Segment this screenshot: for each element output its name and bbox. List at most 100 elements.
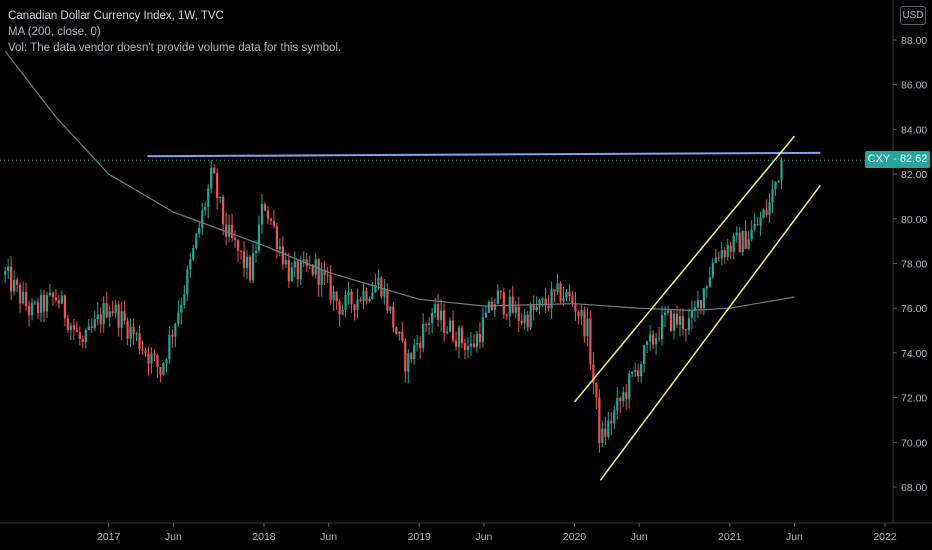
candle-down: [526, 310, 529, 332]
candle-body: [631, 371, 634, 374]
candle-body: [431, 313, 434, 324]
candle-down: [263, 202, 267, 212]
candle-body: [675, 313, 679, 325]
candle-body: [72, 325, 75, 330]
currency-button[interactable]: USD: [900, 6, 926, 25]
candle-body: [649, 334, 652, 342]
candle-body: [401, 331, 404, 341]
candle-up: [7, 258, 10, 280]
candle-down: [619, 395, 622, 414]
candle-up: [168, 326, 171, 364]
candle-down: [577, 310, 580, 325]
candle-up: [332, 285, 335, 312]
candle-up: [174, 322, 177, 348]
candle-up: [529, 302, 532, 330]
resistance-trendline: [147, 151, 821, 158]
candle-body: [457, 327, 461, 347]
candle-down: [105, 291, 108, 319]
candle-body: [138, 333, 141, 349]
candle-body: [228, 224, 231, 237]
candle-up: [320, 262, 323, 297]
candle-up: [398, 330, 401, 341]
candle-up: [254, 240, 258, 263]
candle-down: [604, 416, 607, 445]
candle-body: [463, 343, 467, 351]
candle-body: [735, 232, 738, 236]
candle-up: [245, 250, 249, 279]
candle-down: [723, 247, 726, 265]
candle-body: [24, 291, 28, 307]
candle-body: [520, 320, 523, 324]
candle-body: [505, 314, 508, 317]
candle-down: [598, 389, 601, 453]
candle-up: [678, 308, 682, 337]
candle-body: [144, 350, 147, 354]
y-tick-label: 86.00: [901, 80, 927, 92]
candle-body: [589, 318, 592, 365]
candle-body: [410, 353, 413, 360]
candle-body: [51, 292, 55, 298]
candle-body: [117, 304, 120, 328]
candle-body: [123, 311, 126, 321]
candle-body: [135, 333, 138, 335]
candle-down: [305, 252, 308, 272]
candle-down: [42, 289, 46, 323]
candle-up: [290, 262, 293, 282]
candle-up: [186, 265, 189, 301]
candle-up: [538, 298, 541, 315]
candle-down: [269, 217, 273, 225]
candle-up: [613, 405, 616, 429]
candle-down: [652, 330, 655, 350]
candle-up: [628, 370, 631, 409]
candle-down: [27, 301, 31, 327]
candle-up: [693, 300, 697, 322]
x-tick-label: Jun: [475, 531, 492, 543]
candle-body: [198, 227, 201, 234]
candle-up: [368, 296, 371, 303]
candle-up: [177, 300, 180, 327]
candle-down: [595, 382, 598, 410]
candle-body: [284, 259, 287, 265]
candle-body: [368, 298, 371, 302]
candle-body: [4, 270, 7, 275]
symbol-title[interactable]: Canadian Dollar Currency Index, 1W, TVC: [8, 10, 224, 22]
candle-up: [150, 347, 153, 374]
candle-down: [248, 255, 252, 284]
candle-body: [81, 339, 84, 343]
candle-body: [168, 334, 171, 360]
candle-down: [51, 291, 55, 306]
candle-body: [248, 256, 252, 281]
candle-up: [96, 302, 99, 326]
candle-up: [108, 305, 111, 328]
candle-down: [392, 301, 395, 333]
candle-up: [219, 196, 222, 204]
candle-up: [210, 160, 213, 194]
candle-up: [45, 291, 49, 319]
candle-body: [720, 250, 723, 259]
candle-body: [16, 279, 19, 285]
candle-up: [416, 335, 419, 352]
y-tick-label: 88.00: [901, 35, 927, 47]
candle-body: [177, 312, 180, 324]
candle-down: [544, 287, 547, 314]
candle-body: [442, 310, 446, 333]
candle-up: [759, 211, 762, 236]
candle-body: [777, 180, 780, 182]
candle-up: [129, 318, 132, 348]
volume-indicator-label[interactable]: Vol: The data vendor doesn't provide vol…: [8, 42, 342, 54]
candle-up: [514, 300, 517, 319]
candle-body: [141, 348, 144, 351]
candle-down: [54, 288, 58, 304]
candle-body: [511, 296, 514, 313]
candle-down: [756, 216, 759, 226]
ma-indicator-label[interactable]: MA (200, close, 0): [8, 26, 101, 38]
candle-body: [484, 312, 487, 318]
candle-body: [69, 325, 72, 330]
candle-body: [451, 320, 455, 341]
candle-up: [422, 313, 425, 353]
candle-up: [201, 202, 204, 235]
candle-body: [120, 311, 123, 328]
candle-body: [386, 289, 389, 311]
candle-body: [180, 304, 183, 313]
